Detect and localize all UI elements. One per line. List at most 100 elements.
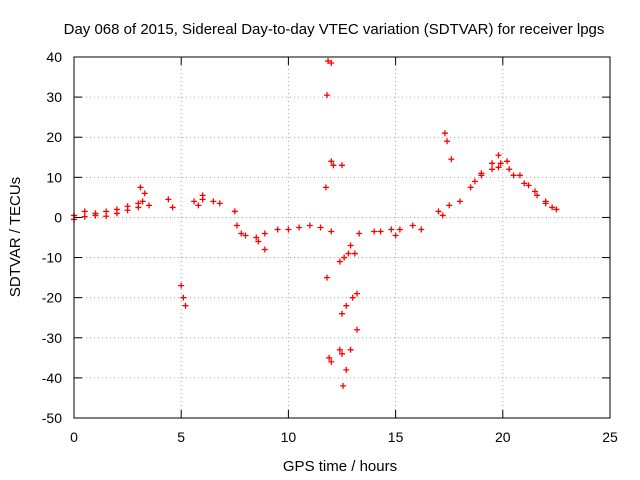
- data-point: [396, 226, 403, 233]
- data-point: [141, 190, 148, 197]
- data-point: [296, 224, 303, 231]
- data-point: [439, 212, 446, 219]
- y-tick-label: 0: [54, 209, 62, 225]
- x-tick-label: 5: [177, 429, 185, 445]
- data-point: [191, 198, 198, 205]
- plot-frame: [73, 56, 611, 419]
- data-point: [113, 210, 120, 217]
- data-point: [343, 366, 350, 373]
- data-point: [124, 207, 131, 214]
- data-point: [242, 232, 249, 239]
- data-point: [489, 166, 496, 173]
- data-point: [103, 213, 110, 220]
- y-tick-label: 40: [46, 49, 62, 65]
- y-axis-label: SDTVAR / TECUs: [7, 177, 24, 297]
- data-point: [328, 228, 335, 235]
- data-point: [478, 170, 485, 177]
- data-point: [506, 166, 513, 173]
- data-point: [146, 202, 153, 209]
- data-point: [285, 226, 292, 233]
- data-point: [178, 282, 185, 289]
- data-point: [169, 204, 176, 211]
- data-point: [336, 346, 343, 353]
- data-point: [409, 222, 416, 229]
- data-point: [326, 354, 333, 361]
- data-point: [182, 302, 189, 309]
- data-point: [418, 226, 425, 233]
- data-point: [467, 184, 474, 191]
- data-point: [349, 294, 356, 301]
- data-point: [446, 202, 453, 209]
- data-point: [216, 200, 223, 207]
- data-point: [388, 226, 395, 233]
- data-point: [81, 213, 88, 220]
- chart-title: Day 068 of 2015, Sidereal Day-to-day VTE…: [64, 21, 605, 38]
- data-point: [377, 228, 384, 235]
- data-point: [347, 242, 354, 249]
- x-tick-label: 20: [495, 429, 511, 445]
- data-point: [354, 326, 361, 333]
- data-point: [253, 234, 260, 241]
- data-point: [340, 382, 347, 389]
- y-tick-label: -40: [42, 370, 62, 386]
- data-point: [489, 160, 496, 167]
- data-point: [199, 192, 206, 199]
- data-point: [210, 198, 217, 205]
- x-tick-label: 15: [388, 429, 404, 445]
- data-point: [343, 302, 350, 309]
- data-point: [195, 202, 202, 209]
- data-point: [339, 162, 345, 169]
- data-point: [261, 230, 268, 237]
- data-point: [441, 130, 448, 137]
- data-point: [549, 204, 556, 211]
- data-point: [351, 250, 358, 257]
- y-tick-label: -20: [42, 290, 62, 306]
- data-point: [371, 228, 378, 235]
- x-tick-label: 25: [602, 429, 618, 445]
- data-point: [137, 184, 144, 191]
- data-point: [81, 208, 88, 215]
- data-point: [448, 156, 455, 163]
- data-layer: [71, 58, 560, 389]
- x-axis-label: GPS time / hours: [283, 458, 397, 475]
- data-point: [345, 250, 352, 257]
- data-point: [231, 208, 238, 215]
- y-tick-label: 10: [46, 169, 62, 185]
- data-point: [306, 222, 313, 229]
- data-point: [347, 346, 354, 353]
- data-point: [274, 226, 281, 233]
- data-point: [233, 222, 240, 229]
- data-point: [341, 254, 348, 261]
- data-point: [139, 198, 146, 205]
- data-point: [542, 198, 549, 205]
- y-tick-label: -50: [42, 410, 62, 426]
- data-point: [495, 152, 502, 159]
- data-point: [444, 138, 451, 145]
- data-point: [238, 230, 245, 237]
- data-point: [456, 198, 463, 205]
- y-tick-label: 30: [46, 89, 62, 105]
- data-point: [339, 350, 345, 357]
- y-tick-label: 20: [46, 129, 62, 145]
- data-point: [354, 290, 361, 297]
- data-point: [323, 92, 330, 99]
- data-point: [531, 188, 538, 195]
- data-point: [504, 158, 511, 165]
- data-point: [435, 208, 442, 215]
- data-point: [497, 160, 504, 167]
- data-point: [495, 164, 502, 171]
- data-point: [165, 196, 172, 203]
- y-tick-label: -10: [42, 250, 62, 266]
- x-tick-label: 0: [70, 429, 78, 445]
- data-point: [534, 192, 541, 199]
- data-point: [255, 238, 262, 245]
- data-point: [553, 206, 560, 213]
- y-tick-label: -30: [42, 330, 62, 346]
- tick-layer: -50 -40 -30 -20 -10 0 10 20 30 40 0 5 10 15 20 25: [42, 49, 618, 445]
- data-point: [135, 204, 142, 211]
- data-point: [392, 232, 399, 239]
- data-point: [525, 182, 532, 189]
- data-point: [325, 58, 332, 65]
- data-point: [336, 258, 343, 265]
